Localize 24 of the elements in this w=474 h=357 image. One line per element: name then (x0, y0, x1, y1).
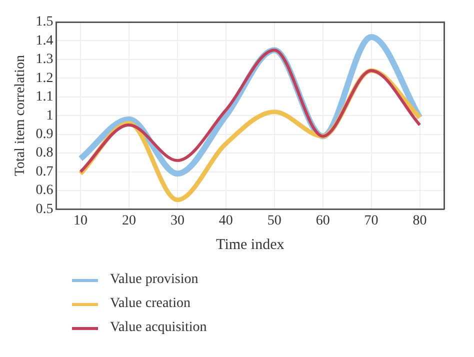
x-tick-label: 80 (412, 213, 427, 228)
y-tick-label: 1.4 (36, 33, 54, 48)
y-tick-label: 1.5 (36, 14, 54, 30)
y-tick-label: 1.1 (36, 90, 54, 105)
legend-label: Value creation (110, 296, 190, 312)
y-tick-label: 0.6 (36, 183, 54, 198)
y-tick-label: 0.9 (36, 126, 54, 142)
y-tick-label: 0.7 (36, 164, 54, 180)
y-tick-label: 1.2 (36, 70, 54, 86)
y-tick-label: 0.8 (36, 146, 54, 161)
x-tick-label: 10 (74, 213, 88, 228)
y-tick-label: 1 (46, 108, 54, 124)
y-tick-label: 0.5 (36, 202, 54, 217)
x-axis-title: Time index (216, 236, 285, 253)
x-tick-label: 40 (218, 213, 233, 228)
legend-label: Value provision (110, 272, 198, 288)
x-tick-label: 60 (316, 213, 330, 228)
y-axis-title: Total item correlation (13, 55, 28, 176)
legend-label: Value acquisition (110, 320, 207, 336)
x-tick-label: 70 (364, 213, 378, 228)
x-tick-label: 30 (170, 213, 184, 228)
x-tick-label: 50 (267, 213, 282, 228)
x-tick-label: 20 (122, 213, 136, 228)
y-tick-label: 1.3 (36, 52, 54, 68)
